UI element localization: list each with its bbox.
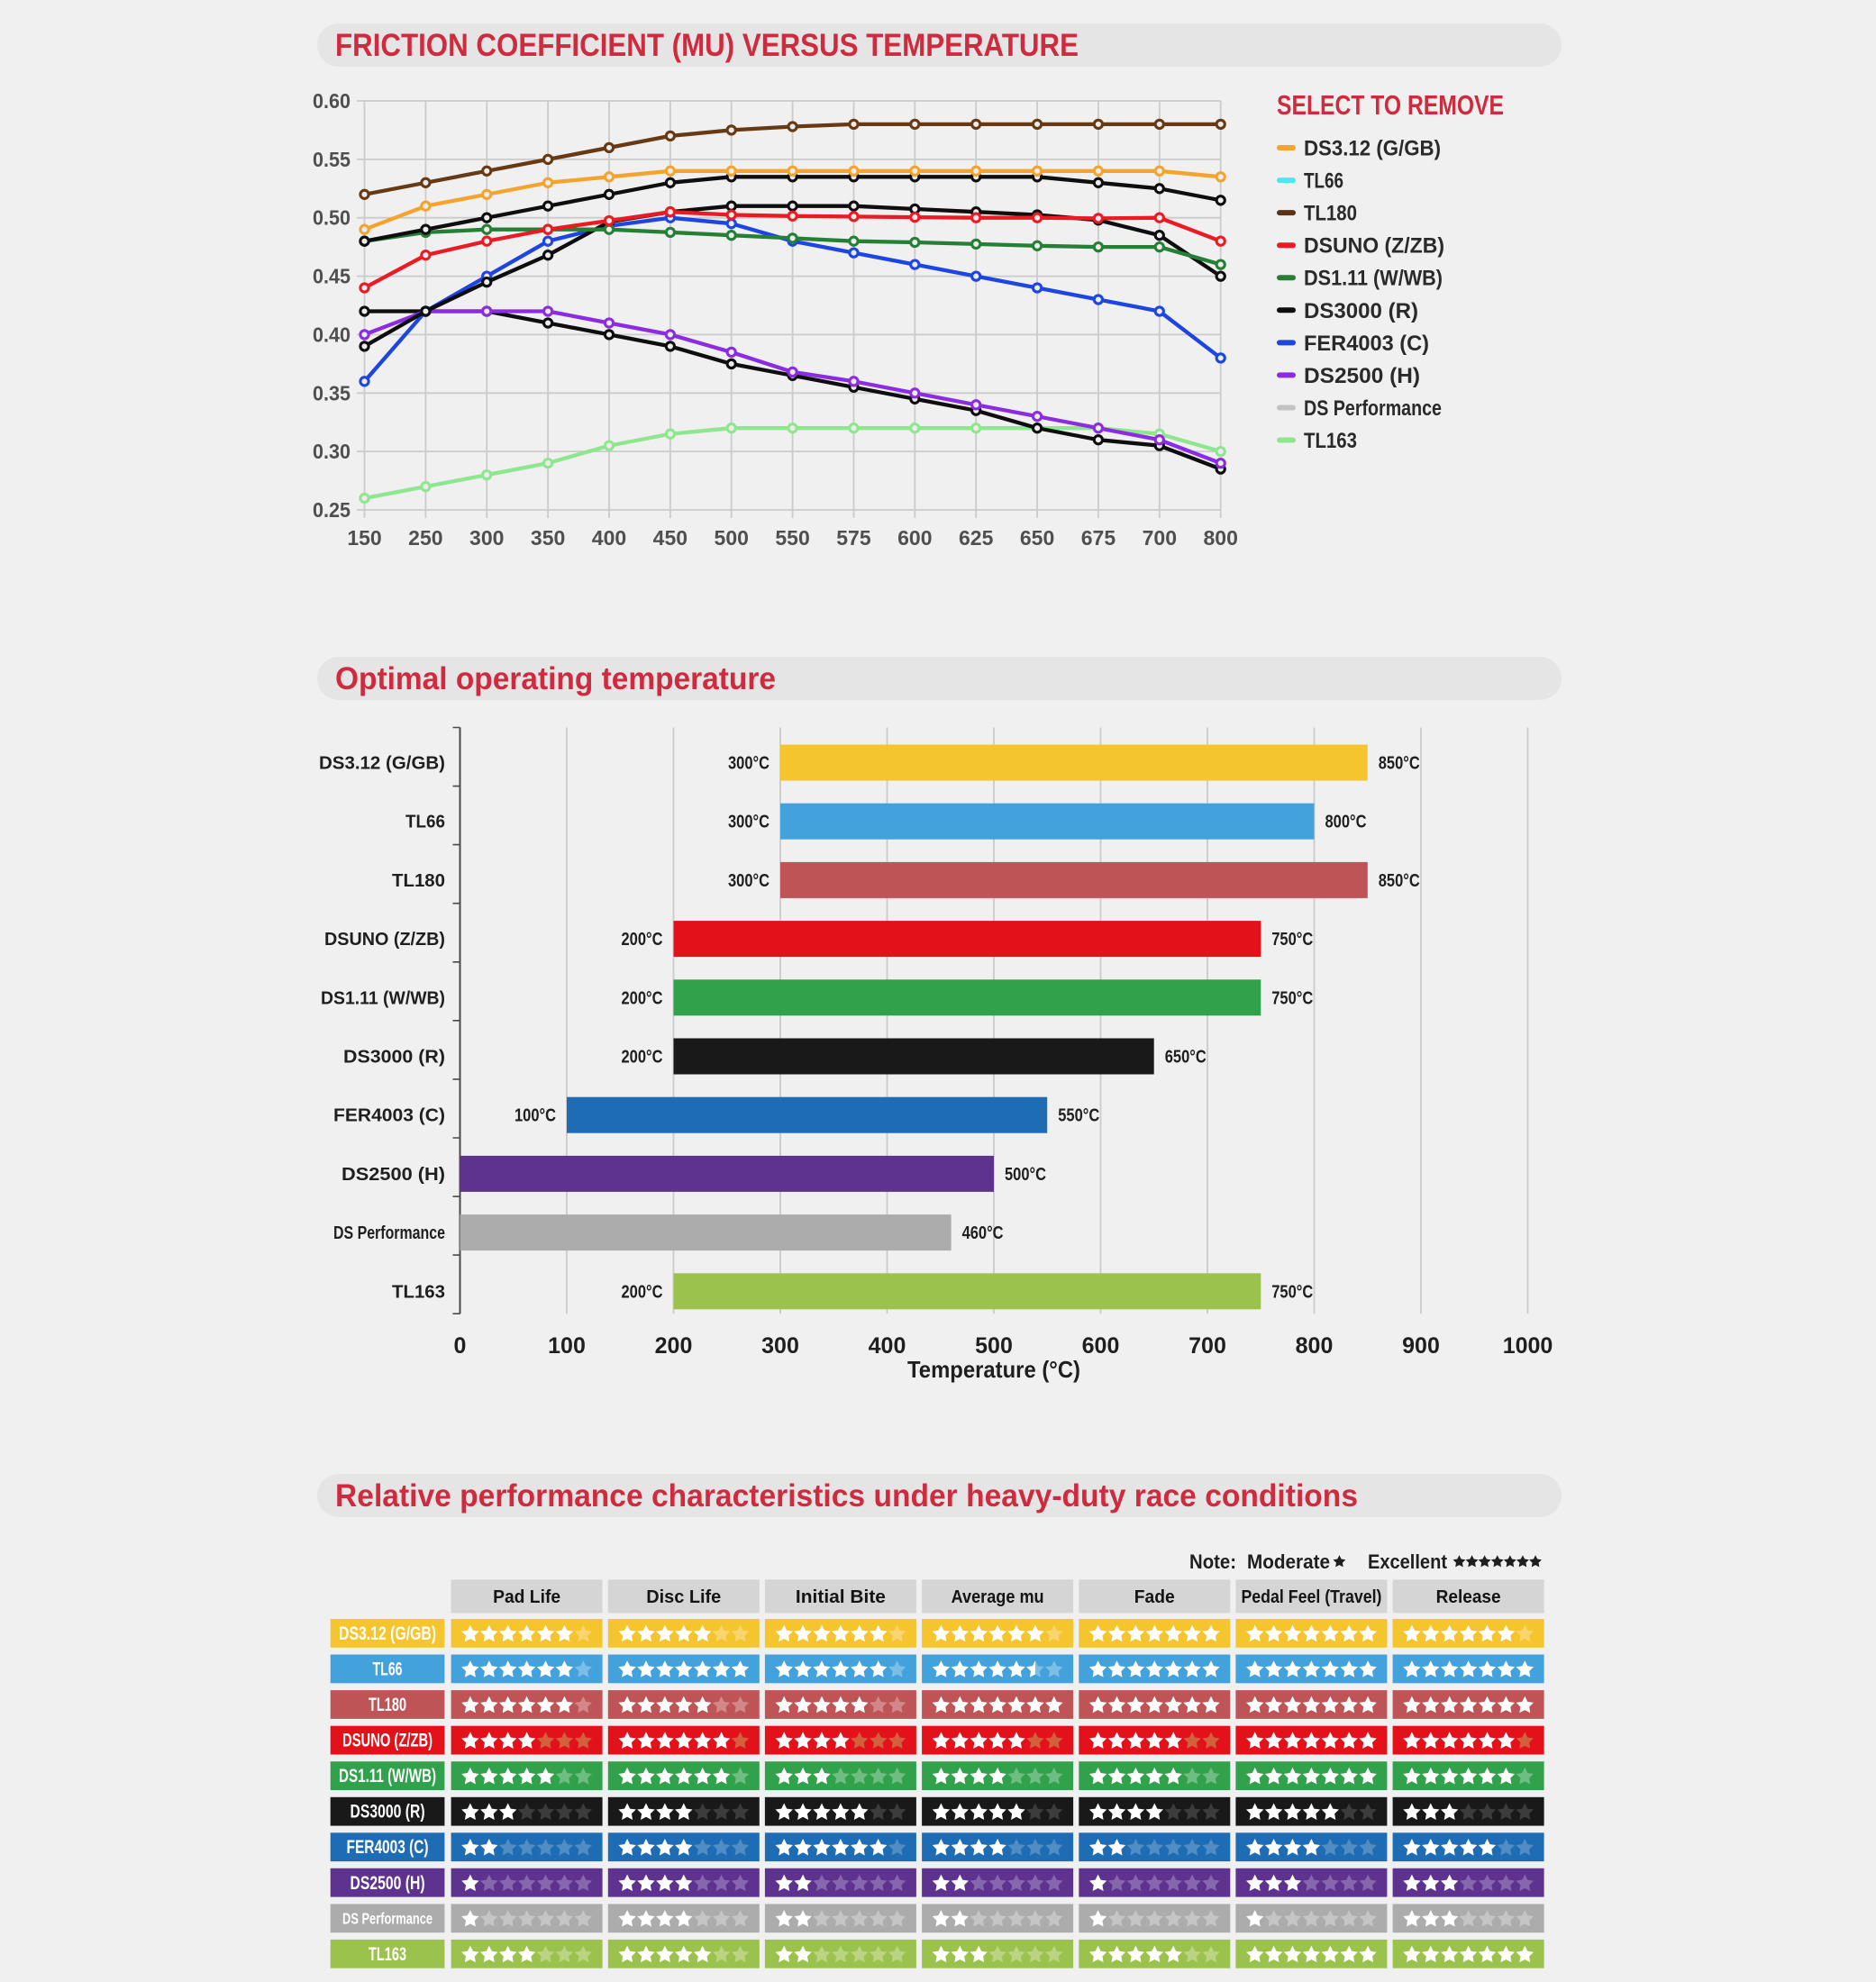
svg-text:Pad Life: Pad Life [493,1587,560,1607]
svg-text:0: 0 [454,1333,467,1359]
svg-text:460°C: 460°C [962,1223,1004,1243]
svg-text:300°C: 300°C [728,870,770,891]
svg-text:Initial Bite: Initial Bite [796,1587,886,1607]
svg-text:DS3000 (R): DS3000 (R) [351,1801,425,1823]
svg-text:250: 250 [408,526,442,550]
svg-text:DS Performance: DS Performance [1304,396,1442,421]
svg-text:200°C: 200°C [622,929,663,950]
svg-text:800: 800 [1296,1333,1334,1359]
svg-text:0.35: 0.35 [313,381,351,405]
svg-text:FER4003 (C): FER4003 (C) [333,1105,445,1126]
svg-text:DS3000 (R): DS3000 (R) [343,1047,445,1068]
svg-text:750°C: 750°C [1271,929,1313,950]
svg-text:575: 575 [836,526,871,550]
svg-text:100: 100 [548,1333,586,1359]
svg-text:625: 625 [959,526,994,550]
svg-text:900: 900 [1402,1333,1440,1359]
svg-text:500: 500 [715,526,749,550]
svg-text:DS2500 (H): DS2500 (H) [1304,364,1420,388]
svg-text:Average mu: Average mu [952,1587,1044,1607]
svg-text:550: 550 [775,526,809,550]
svg-text:TL66: TL66 [1304,169,1343,194]
svg-text:Disc Life: Disc Life [646,1587,721,1607]
svg-text:0.30: 0.30 [313,440,351,463]
svg-text:850°C: 850°C [1379,870,1420,891]
svg-text:750°C: 750°C [1271,987,1313,1008]
svg-text:600: 600 [897,526,932,550]
svg-text:400: 400 [592,526,626,550]
svg-text:700: 700 [1143,526,1177,550]
svg-text:750°C: 750°C [1271,1281,1313,1302]
svg-text:DS2500 (H): DS2500 (H) [342,1164,445,1185]
svg-text:600: 600 [1082,1333,1120,1359]
svg-text:0.55: 0.55 [313,148,351,171]
svg-text:0.45: 0.45 [313,265,351,288]
svg-text:Note:: Note: [1189,1550,1236,1573]
svg-text:150: 150 [347,526,381,550]
svg-text:DS3.12 (G/GB): DS3.12 (G/GB) [339,1623,436,1644]
svg-text:550°C: 550°C [1058,1105,1099,1126]
svg-text:350: 350 [531,526,565,550]
svg-text:675: 675 [1081,526,1116,550]
svg-text:400: 400 [869,1333,906,1359]
svg-text:Excellent: Excellent [1368,1550,1448,1573]
svg-text:DS Performance: DS Performance [342,1909,433,1927]
svg-text:TL163: TL163 [1304,429,1357,453]
svg-text:200: 200 [655,1333,693,1359]
svg-text:700: 700 [1188,1333,1226,1359]
svg-text:Relative performance character: Relative performance characteristics und… [335,1478,1358,1514]
svg-text:Optimal operating temperature: Optimal operating temperature [335,661,776,696]
svg-text:650: 650 [1020,526,1054,550]
svg-text:DS Performance: DS Performance [333,1223,445,1243]
svg-text:0.25: 0.25 [313,498,351,522]
svg-text:300: 300 [761,1333,799,1359]
svg-text:Moderate: Moderate [1247,1550,1330,1573]
svg-text:DS3.12 (G/GB): DS3.12 (G/GB) [319,753,445,774]
svg-text:200°C: 200°C [622,987,663,1008]
svg-text:DS3000 (R): DS3000 (R) [1304,299,1418,323]
svg-text:TL180: TL180 [1304,202,1357,226]
svg-text:500°C: 500°C [1005,1164,1046,1185]
svg-text:Fade: Fade [1134,1587,1175,1607]
svg-text:DS2500 (H): DS2500 (H) [351,1872,425,1894]
svg-text:DSUNO (Z/ZB): DSUNO (Z/ZB) [1304,234,1444,259]
svg-text:300°C: 300°C [728,812,770,832]
svg-text:TL163: TL163 [369,1943,406,1965]
svg-text:500: 500 [975,1333,1013,1359]
svg-text:Temperature (°C): Temperature (°C) [907,1356,1080,1383]
svg-text:FRICTION COEFFICIENT (MU) VERS: FRICTION COEFFICIENT (MU) VERSUS TEMPERA… [335,28,1079,63]
svg-text:SELECT TO REMOVE: SELECT TO REMOVE [1277,89,1504,121]
svg-text:TL180: TL180 [392,870,445,891]
svg-text:300°C: 300°C [728,753,770,774]
svg-text:DS1.11 (W/WB): DS1.11 (W/WB) [321,987,445,1008]
svg-text:100°C: 100°C [515,1105,556,1126]
svg-text:DSUNO (Z/ZB): DSUNO (Z/ZB) [324,929,445,950]
svg-text:Release: Release [1436,1587,1501,1607]
svg-text:300: 300 [469,526,504,550]
svg-text:1000: 1000 [1503,1333,1553,1359]
svg-text:200°C: 200°C [622,1281,663,1302]
svg-text:650°C: 650°C [1165,1047,1207,1068]
svg-text:200°C: 200°C [622,1047,663,1068]
svg-text:DS3.12 (G/GB): DS3.12 (G/GB) [1304,137,1441,161]
svg-text:FER4003 (C): FER4003 (C) [347,1836,429,1858]
svg-text:TL66: TL66 [405,812,445,832]
svg-text:DS1.11 (W/WB): DS1.11 (W/WB) [1304,267,1443,291]
svg-text:TL180: TL180 [369,1694,406,1715]
svg-text:FER4003 (C): FER4003 (C) [1304,332,1429,356]
svg-text:450: 450 [653,526,688,550]
svg-text:800°C: 800°C [1325,812,1367,832]
svg-text:DSUNO (Z/ZB): DSUNO (Z/ZB) [342,1730,433,1751]
svg-text:DS1.11 (W/WB): DS1.11 (W/WB) [339,1765,436,1787]
svg-text:0.40: 0.40 [313,323,351,346]
svg-text:0.60: 0.60 [313,89,351,113]
svg-text:TL66: TL66 [373,1658,403,1679]
svg-text:850°C: 850°C [1379,753,1420,774]
svg-text:0.50: 0.50 [313,206,351,230]
svg-text:800: 800 [1203,526,1237,550]
svg-text:TL163: TL163 [392,1281,445,1302]
svg-text:Pedal Feel (Travel): Pedal Feel (Travel) [1241,1587,1381,1607]
